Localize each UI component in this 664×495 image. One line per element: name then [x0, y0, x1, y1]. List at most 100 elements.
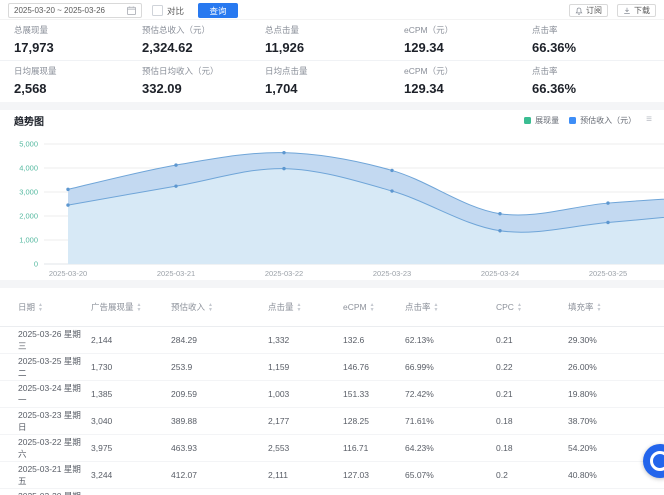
- download-button[interactable]: 下载: [617, 4, 656, 17]
- section-title-trend: 趋势图: [14, 116, 44, 128]
- sort-asc-icon: ▲: [38, 302, 43, 309]
- stat-value: 1,704: [265, 81, 298, 96]
- stat-card: 点击率 66.36%: [532, 25, 664, 60]
- table-cell: 389.88: [170, 407, 267, 435]
- query-button[interactable]: 查询: [198, 3, 239, 18]
- table-cell: 1,159: [267, 353, 342, 381]
- stat-label: 日均展现量: [14, 66, 57, 76]
- stat-value: 332.09: [142, 81, 182, 96]
- y-axis-tick: 0: [34, 260, 38, 269]
- compare-option: 对比: [152, 5, 184, 17]
- table-cell: 0.18: [495, 434, 567, 462]
- sort-icon: ▲ ▼: [370, 303, 375, 312]
- chart-menu-icon[interactable]: ≡: [646, 114, 652, 125]
- sort-desc-icon: ▼: [596, 306, 602, 313]
- legend-label: 展现量: [535, 115, 560, 125]
- stat-value: 2,324.62: [142, 40, 193, 55]
- data-point: [498, 229, 502, 233]
- stat-value: 129.34: [404, 81, 444, 96]
- sort-desc-icon: ▼: [208, 306, 213, 313]
- calendar-icon[interactable]: [127, 6, 136, 15]
- table-cell: 209.59: [170, 380, 267, 408]
- table-cell: 2025-03-22 星期六: [0, 434, 90, 462]
- column-header[interactable]: 日期 ▲ ▼: [0, 288, 90, 327]
- column-header[interactable]: 广告展现量 ▲ ▼: [90, 288, 170, 327]
- column-header[interactable]: 预估收入 ▲ ▼: [170, 288, 267, 327]
- legend-item[interactable]: 预估收入（元）: [569, 115, 636, 126]
- table-cell: 2025-03-20 星期四: [0, 489, 90, 495]
- sort-icon: ▲ ▼: [297, 303, 302, 312]
- data-point: [606, 201, 610, 205]
- data-point: [174, 184, 178, 188]
- floating-help-widget[interactable]: [643, 444, 664, 478]
- date-range-value: 2025-03-20 ~ 2025-03-26: [14, 6, 105, 15]
- table-cell: 1,332: [267, 326, 342, 354]
- table-cell: 72.42%: [404, 380, 495, 408]
- table-cell: 2025-03-25 星期二: [0, 353, 90, 381]
- summary-stats: 总展现量 17,973 预估总收入（元） 2,324.62 总点击量 11,926 eCPM…: [0, 20, 664, 102]
- table-row: 2025-03-20 星期四2,455310.961,591126.6664.8…: [0, 489, 664, 495]
- table-cell: 126.66: [342, 489, 404, 495]
- data-point: [174, 163, 178, 167]
- subscribe-button[interactable]: 订阅: [569, 4, 608, 17]
- stat-card: 日均点击量 1,704: [265, 66, 404, 102]
- stat-label: eCPM（元）: [404, 25, 454, 35]
- sort-desc-icon: ▼: [136, 306, 142, 313]
- date-range-input[interactable]: 2025-03-20 ~ 2025-03-26: [8, 3, 142, 18]
- help-widget-ring-icon: [650, 451, 664, 471]
- stat-card: 日均展现量 2,568: [14, 66, 142, 102]
- table-cell: 253.9: [170, 353, 267, 381]
- table-cell: 29.30%: [567, 326, 664, 354]
- stat-value: 129.34: [404, 40, 444, 55]
- column-header[interactable]: CPC ▲ ▼: [495, 288, 567, 327]
- table-cell: 310.96: [170, 489, 267, 495]
- sort-asc-icon: ▲: [208, 302, 213, 309]
- sort-desc-icon: ▼: [369, 306, 375, 313]
- table-cell: 3,040: [90, 407, 170, 435]
- table-cell: 0.2: [495, 461, 567, 489]
- column-label: 填充率: [568, 302, 594, 312]
- stat-value: 2,568: [14, 81, 47, 96]
- legend-item[interactable]: 展现量: [524, 115, 559, 126]
- sort-desc-icon: ▼: [296, 306, 302, 313]
- table-cell: 26.00%: [567, 353, 664, 381]
- table-cell: 0.21: [495, 380, 567, 408]
- table-cell: 71.61%: [404, 407, 495, 435]
- table-row: 2025-03-26 星期三 2,144 284.29 1,332 132.6 62.13…: [0, 326, 664, 354]
- table-header-row: 日期 ▲ ▼ 广告展现量 ▲ ▼ 预估收入 ▲ ▼ 点击量 ▲ ▼ eCPM ▲ ▼ 点击率 ▲ ▼ CPC ▲ ▼ 填充…: [0, 288, 664, 327]
- x-axis-tick: 2025-03-20: [49, 269, 87, 278]
- column-label: CPC: [496, 301, 514, 312]
- column-header[interactable]: 填充率 ▲ ▼: [567, 288, 664, 327]
- data-point: [66, 187, 70, 192]
- sort-asc-icon: ▲: [433, 302, 439, 309]
- stat-value: 66.36%: [532, 81, 577, 96]
- stat-card: eCPM（元） 129.34: [404, 25, 532, 60]
- column-label: 日期: [18, 302, 36, 312]
- table-row: 2025-03-24 星期一 1,385 209.59 1,003 151.33 72.4…: [0, 380, 664, 408]
- download-icon: [624, 7, 630, 14]
- subscribe-label: 订阅: [586, 6, 602, 15]
- column-header[interactable]: 点击率 ▲ ▼: [404, 288, 495, 327]
- column-header[interactable]: 点击量 ▲ ▼: [267, 288, 342, 327]
- data-point: [498, 211, 502, 216]
- compare-checkbox[interactable]: [152, 5, 163, 16]
- sort-icon: ▲ ▼: [208, 303, 213, 312]
- table-cell: 151.33: [342, 380, 404, 408]
- table-cell: 1,591: [267, 489, 342, 495]
- stat-card: 点击率 66.36%: [532, 66, 664, 102]
- stat-label: eCPM（元）: [404, 66, 454, 76]
- table-row: 2025-03-25 星期二 1,730 253.9 1,159 146.76 66.99…: [0, 353, 664, 381]
- stat-card: eCPM（元） 129.34: [404, 66, 532, 102]
- legend-swatch: [524, 116, 532, 124]
- trend-chart[interactable]: 0 1,000 2,000 3,000 4,000 5,000 2025-03-20 2025…: [0, 130, 664, 280]
- chart-legend: 展现量 预估收入（元）: [524, 115, 636, 126]
- impressions-area: [68, 168, 664, 264]
- legend-swatch: [569, 116, 577, 124]
- stat-card: 预估日均收入（元） 332.09: [142, 66, 265, 102]
- column-header[interactable]: eCPM ▲ ▼: [342, 288, 404, 327]
- stat-label: 预估总收入（元）: [142, 25, 211, 35]
- stat-card: 总展现量 17,973: [14, 25, 142, 60]
- table-cell: 1,730: [90, 353, 170, 381]
- table-cell: 2,144: [90, 326, 170, 354]
- table-cell: 64.23%: [404, 434, 495, 462]
